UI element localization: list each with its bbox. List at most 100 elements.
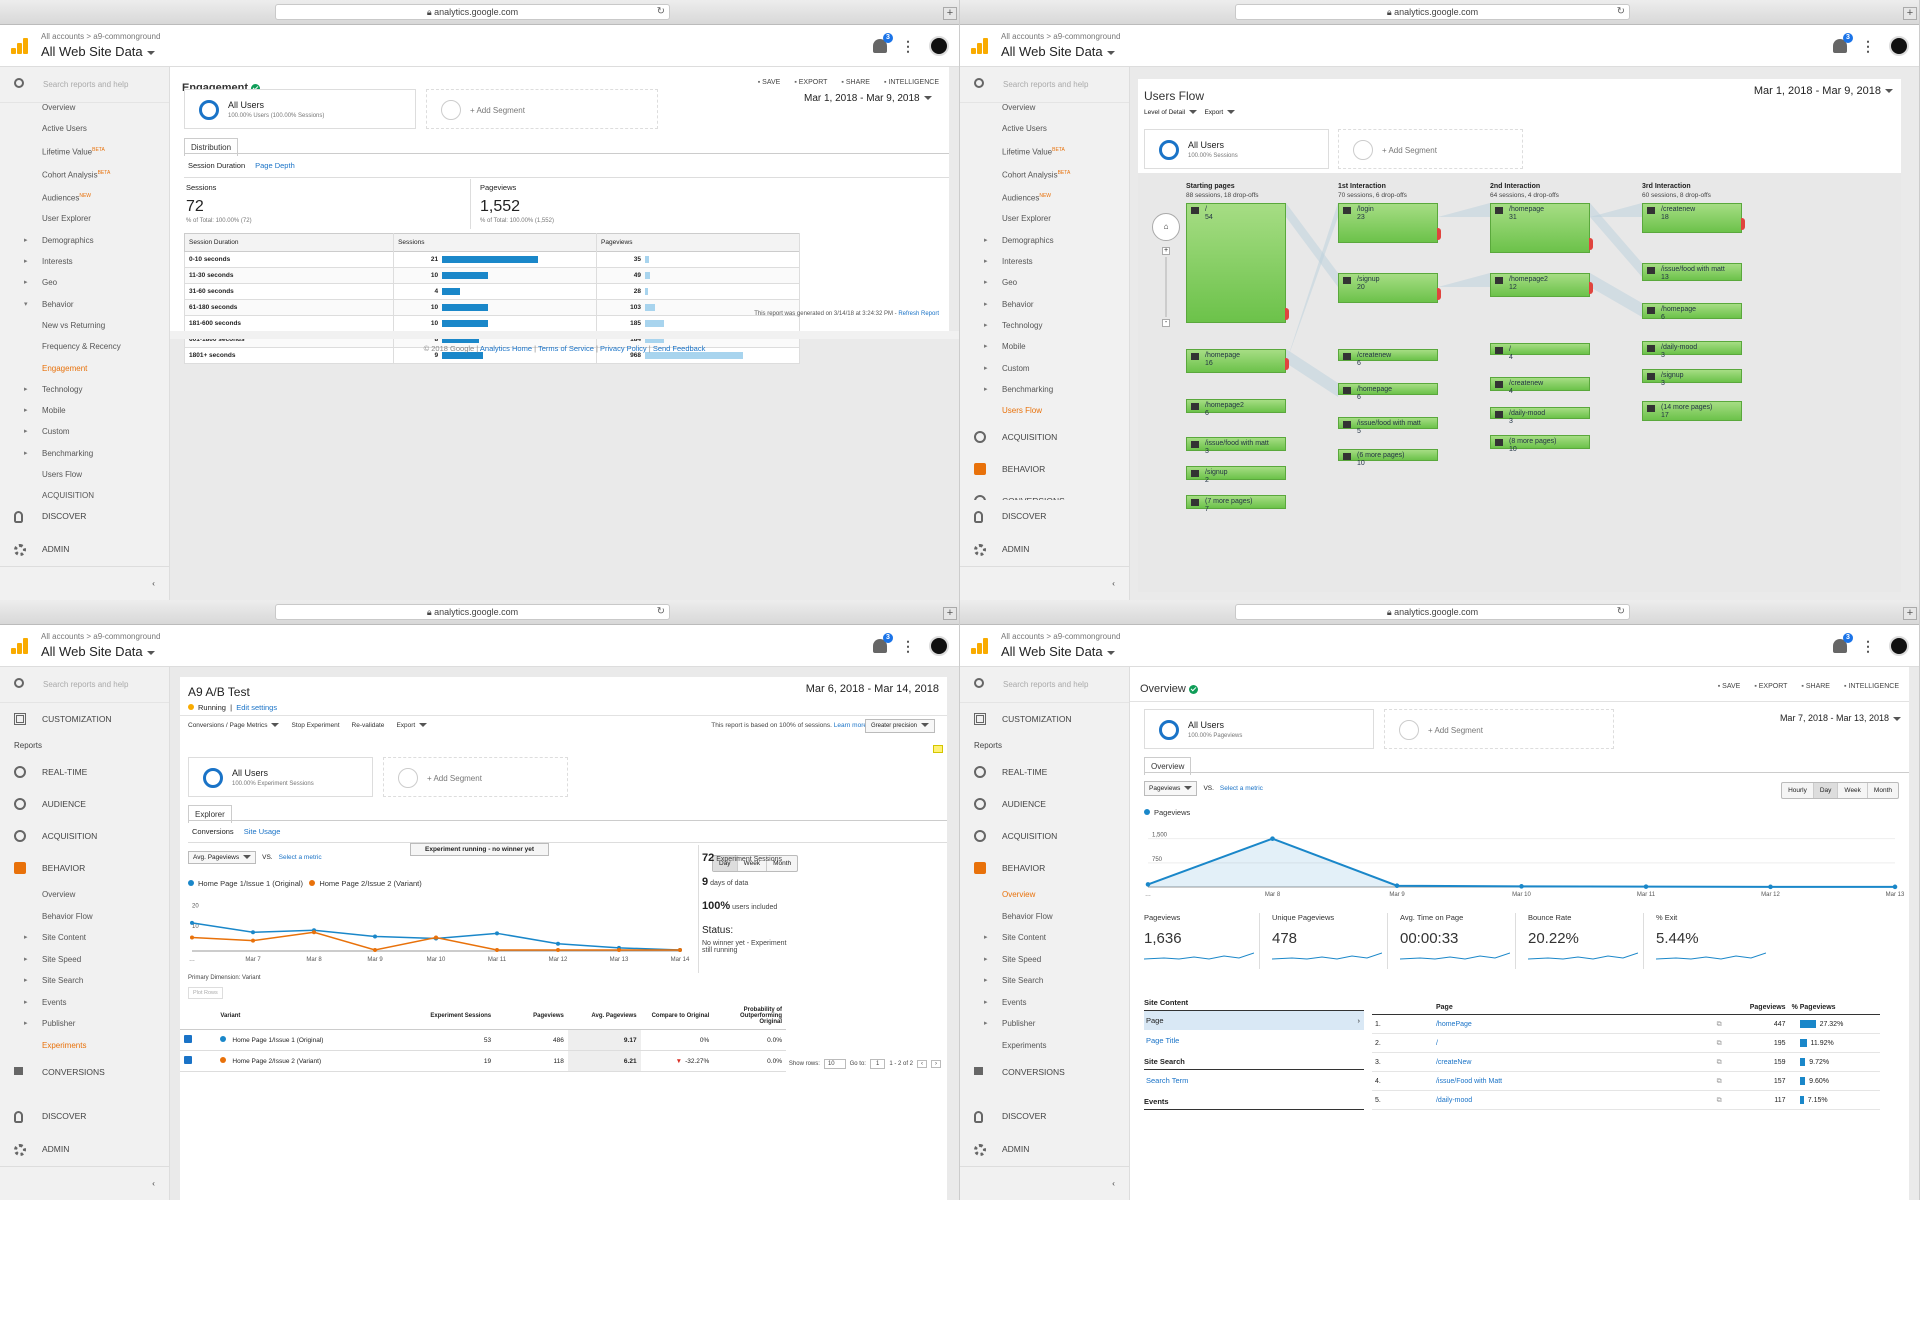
sidebar-item-interests[interactable]: Interests [960,251,1129,273]
flow-node[interactable]: (8 more pages) 10 [1490,435,1590,453]
subtab-conversions[interactable]: Conversions [192,827,234,836]
sidebar-behavior[interactable]: BEHAVIOR [0,852,169,884]
range-month-button[interactable]: Month [773,860,792,867]
sidebar-admin[interactable]: ADMIN [960,533,1129,566]
open-link-icon[interactable]: ⧉ [1716,1020,1722,1028]
data-point[interactable] [373,934,377,939]
sidebar-item-active-users[interactable]: Active Users [960,118,1129,139]
data-point[interactable] [1145,882,1151,887]
column-header[interactable]: Probability of Outperforming Original [740,1007,782,1025]
flow-node[interactable]: /issue/food with matt 3 [1186,437,1286,455]
flow-node[interactable]: (6 more pages) 10 [1338,449,1438,467]
range-week-button[interactable]: Week [1838,783,1868,798]
sidebar-item-publisher[interactable]: Publisher [960,1013,1129,1035]
sidebar-discover[interactable]: DISCOVER [960,500,1129,533]
sidebar-admin[interactable]: ADMIN [960,1133,1129,1166]
data-point[interactable] [1768,884,1773,890]
sidebar-conversions[interactable]: CONVERSIONS [960,1056,1129,1088]
flow-node[interactable]: /signup 3 [1642,369,1742,387]
collapse-sidebar-button[interactable]: ‹ [960,1166,1129,1200]
column-header[interactable]: Sessions [393,233,598,252]
stop-experiment-button[interactable]: Stop Experiment [291,722,340,729]
analytics-logo-icon[interactable] [11,38,28,54]
analytics-logo-icon[interactable] [11,638,28,654]
subtab-site-usage[interactable]: Site Usage [243,827,281,836]
sidebar-item-mobile[interactable]: Mobile [0,400,169,422]
sidebar-item-site-content[interactable]: Site Content [0,927,169,949]
url-bar[interactable]: 🔒︎ analytics.google.com ↻ [1235,4,1630,20]
page-link[interactable]: /issue/Food with Matt [1435,1077,1503,1085]
flow-node[interactable]: (7 more pages) 7 [1186,495,1286,513]
flow-node[interactable]: /4 [1490,343,1590,361]
data-point[interactable] [1892,884,1898,890]
sidebar-audience[interactable]: AUDIENCE [0,788,169,820]
data-point[interactable] [434,935,438,940]
sidebar-item-audiences[interactable]: AudiencesNEW [960,186,1129,209]
data-point[interactable] [1270,836,1275,841]
column-header[interactable]: Pageviews [596,233,800,252]
sidebar-real-time[interactable]: REAL-TIME [960,756,1129,788]
segment-all-users[interactable]: All Users 100.00% Sessions [1144,129,1329,169]
sidebar-discover[interactable]: DISCOVER [960,1100,1129,1133]
flow-node[interactable]: /login 23 [1338,203,1441,243]
precision-dropdown[interactable]: Greater precision [864,719,935,733]
sidebar-item-engagement[interactable]: Engagement [0,358,169,379]
more-options-icon[interactable]: ⋮ [1861,38,1875,54]
sidebar-item-new-vs-returning[interactable]: New vs Returning [0,315,169,336]
open-link-icon[interactable]: ⧉ [1716,1058,1722,1066]
collapse-sidebar-button[interactable]: ‹ [960,566,1129,600]
collapse-sidebar-button[interactable]: ‹ [0,1166,169,1200]
data-point[interactable] [1519,884,1524,889]
sidebar-admin[interactable]: ADMIN [0,1133,169,1166]
sidebar-item-benchmarking[interactable]: Benchmarking [0,443,169,465]
reload-icon[interactable]: ↻ [1616,606,1625,617]
sidebar-item-user-explorer[interactable]: User Explorer [960,208,1129,229]
flow-node[interactable]: /homepage2 12 [1490,273,1593,297]
sidebar-item-cohort-analysis[interactable]: Cohort AnalysisBETA [960,163,1129,186]
sidebar-item-overview[interactable]: Overview [0,884,169,906]
sidebar-item-behavior-flow[interactable]: Behavior Flow [960,906,1129,928]
intelligence-button[interactable]: INTELLIGENCE [1844,683,1899,690]
sidebar-item-behavior[interactable]: Behavior [960,294,1129,316]
sidebar-item-audiences[interactable]: AudiencesNEW [0,186,169,209]
segment-all-users[interactable]: All Users 100.00% Experiment Sessions [188,757,373,797]
share-button[interactable]: SHARE [841,79,870,86]
new-tab-button[interactable]: + [1903,607,1917,620]
column-header[interactable]: Experiment Sessions [430,1013,492,1019]
sidebar-item-benchmarking[interactable]: Benchmarking [960,379,1129,401]
column-header[interactable]: Avg. Pageviews [591,1013,637,1019]
more-options-icon[interactable]: ⋮ [1861,638,1875,654]
goto-page-input[interactable]: 1 [869,1059,886,1069]
sidebar-item-technology[interactable]: Technology [0,379,169,401]
date-range[interactable]: Mar 7, 2018 - Mar 13, 2018 [1780,713,1901,723]
sidebar-behavior[interactable]: BEHAVIOR [960,852,1129,884]
account-breadcrumb[interactable]: All accounts > a9-commonground [41,32,161,41]
metric-dropdown[interactable]: Avg. Pageviews [188,851,257,864]
data-point[interactable] [617,947,621,952]
metric-avg-time-on-page[interactable]: Avg. Time on Page 00:00:33 [1399,913,1520,969]
avatar[interactable] [929,636,949,656]
export-button[interactable]: EXPORT [794,79,828,86]
data-point[interactable] [678,947,682,952]
account-breadcrumb[interactable]: All accounts > a9-commonground [41,632,161,641]
range-day-button[interactable]: Day [1813,783,1839,798]
save-button[interactable]: SAVE [758,79,780,86]
data-point[interactable] [1394,883,1400,889]
row-checkbox[interactable] [184,1035,192,1043]
analytics-logo-icon[interactable] [971,638,988,654]
data-point[interactable] [1643,884,1649,889]
page-link[interactable]: /homePage [1435,1020,1472,1028]
notifications-icon[interactable]: 3 [873,33,893,53]
new-tab-button[interactable]: + [1903,7,1917,20]
data-point[interactable] [495,947,499,952]
sidebar-admin[interactable]: ADMIN [0,533,169,566]
search-bar[interactable]: Search reports and help [0,667,169,703]
date-range[interactable]: Mar 1, 2018 - Mar 9, 2018 [804,93,932,104]
more-options-icon[interactable]: ⋮ [901,38,915,54]
flow-node[interactable]: /issue/food with matt 13 [1642,263,1742,281]
sidebar-item-events[interactable]: Events [960,992,1129,1014]
add-segment-button[interactable]: + Add Segment [383,757,568,797]
flow-node[interactable]: /signup 20 [1338,273,1441,303]
segment-all-users[interactable]: All Users 100.00% Pageviews [1144,709,1374,749]
new-tab-button[interactable]: + [943,7,957,20]
